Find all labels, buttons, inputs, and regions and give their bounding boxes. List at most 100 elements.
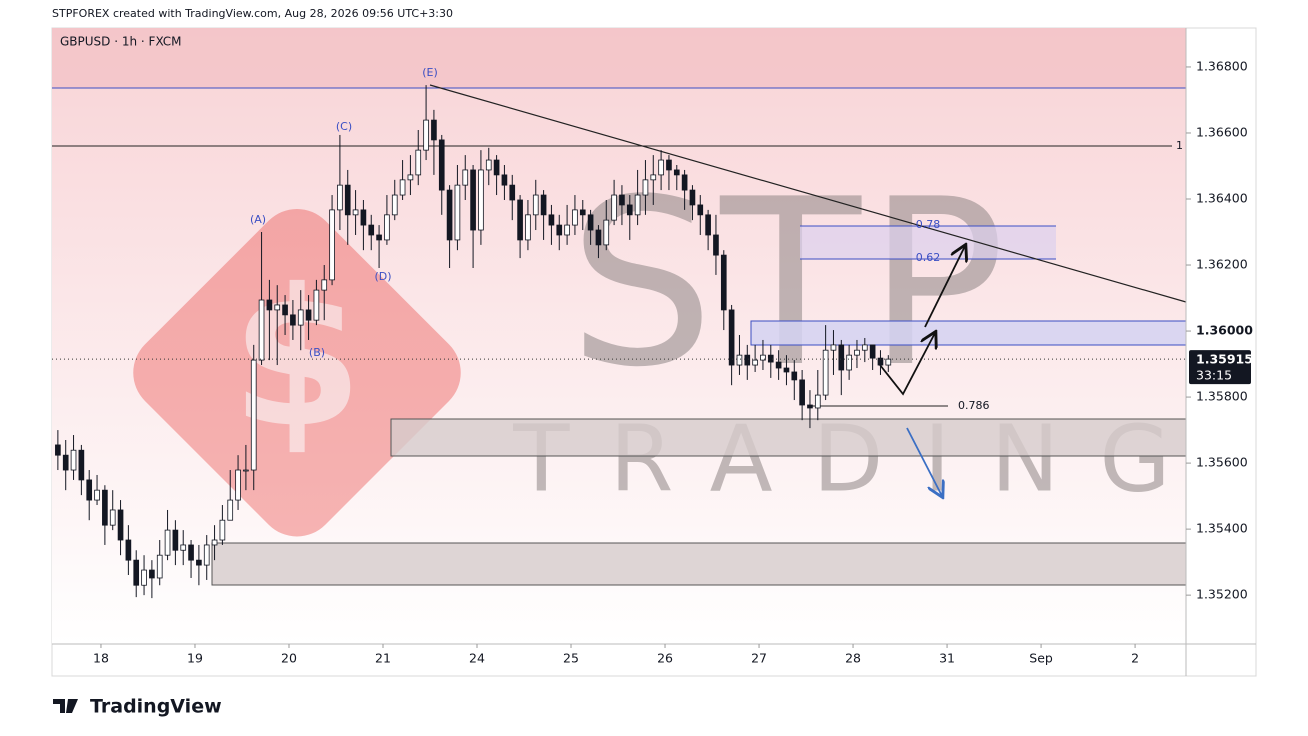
candle-body [211, 539, 218, 546]
x-tick-label: 27 [751, 651, 767, 666]
candle-body [579, 209, 586, 216]
candle-body [869, 344, 876, 359]
watermark: $ STP TRADING [133, 151, 1171, 537]
candle-body [470, 169, 476, 231]
candle-body [337, 184, 343, 211]
candle-body [485, 159, 492, 171]
wave-label: (B) [309, 346, 325, 359]
candle-body [313, 289, 320, 321]
candle-body [55, 444, 61, 456]
support-zone [211, 542, 1187, 586]
candle-body [446, 189, 453, 241]
x-tick-label: 2 [1131, 651, 1139, 666]
candle-body [141, 569, 147, 586]
x-tick-label: 28 [845, 651, 861, 666]
candle-body [838, 344, 845, 371]
candle-body [744, 354, 751, 366]
candle-body [728, 309, 735, 366]
candle-body [133, 559, 140, 586]
candle-body [274, 304, 281, 311]
last-price-box [1189, 350, 1251, 385]
candle-body [407, 174, 414, 181]
level-label: 1 [1176, 139, 1183, 152]
candle-body [70, 449, 77, 471]
credit: STPFOREX created with TradingView.com, A… [52, 7, 453, 20]
candle-body [713, 234, 719, 256]
candle-body [219, 519, 226, 541]
fib-label: 0.786 [958, 399, 990, 412]
candle-body [532, 194, 539, 216]
x-tick-label: 21 [375, 651, 391, 666]
candle-body [548, 214, 555, 226]
candle-body [117, 509, 124, 541]
watermark-big: STP [568, 151, 1011, 418]
candle-body [658, 159, 664, 176]
candle-body [650, 174, 657, 181]
fib-label: 0.62 [916, 251, 941, 264]
candle-body [102, 489, 108, 526]
x-tick-label: 31 [939, 651, 955, 666]
candle-body [125, 539, 132, 561]
candle-body [626, 204, 633, 216]
candle-body [681, 174, 688, 191]
candle-body [258, 299, 265, 361]
candle-body [164, 529, 171, 556]
support-zone [390, 418, 1187, 457]
candle-body [305, 309, 312, 321]
candle-body [877, 357, 884, 366]
candle-body [705, 214, 711, 236]
y-tick-label: 1.36200 [1196, 257, 1248, 272]
candle-body [368, 224, 375, 236]
candle-body [431, 119, 437, 141]
y-tick-label: 1.35400 [1196, 521, 1248, 536]
candle-body [595, 229, 602, 246]
candle-body [188, 544, 194, 561]
candle-body [799, 379, 805, 406]
candle-body [493, 159, 500, 176]
x-tick-label: 24 [469, 651, 485, 666]
candle-body [642, 179, 649, 196]
projection-arrow [879, 333, 935, 396]
candle-body [352, 209, 359, 216]
candle-body [462, 169, 469, 186]
candle-body [822, 349, 829, 396]
alt-arrow [906, 427, 942, 496]
candle-body [783, 367, 790, 373]
candle-body [344, 184, 351, 216]
candle-body [673, 169, 680, 176]
fib-label: 0.78 [916, 218, 941, 231]
candle-body [619, 194, 625, 206]
candle-body [540, 194, 547, 216]
wave-label: (E) [422, 66, 438, 79]
projection-arrow [924, 246, 965, 328]
candle-body [720, 254, 727, 311]
y-tick-label: 1.36800 [1196, 58, 1248, 73]
candle-body [854, 349, 860, 356]
candle-body [250, 359, 257, 471]
candle-body [517, 199, 523, 241]
brand-name: TradingView [90, 696, 222, 718]
candle-body [423, 119, 429, 151]
candle-body [282, 304, 288, 316]
candle-body [830, 344, 837, 351]
candle-body [791, 371, 798, 381]
candle-body [634, 194, 641, 216]
candle-body [399, 179, 406, 196]
candle-body [556, 224, 563, 236]
candle-body [775, 361, 782, 369]
x-tick-label: Sep [1029, 651, 1053, 666]
candle-body [172, 529, 179, 551]
candle-body [290, 314, 296, 326]
candle-body [501, 174, 508, 186]
x-tick-label: 19 [187, 651, 203, 666]
candle-body [297, 309, 304, 326]
candle-body [109, 509, 116, 526]
countdown: 33:15 [1196, 368, 1232, 383]
wave-label: (A) [250, 213, 266, 226]
x-tick-label: 26 [657, 651, 673, 666]
candle-body [360, 209, 367, 226]
resistance-zone [52, 28, 1186, 88]
wave-label: (C) [336, 120, 352, 133]
candle-body [235, 469, 241, 501]
candle-body [603, 219, 610, 246]
